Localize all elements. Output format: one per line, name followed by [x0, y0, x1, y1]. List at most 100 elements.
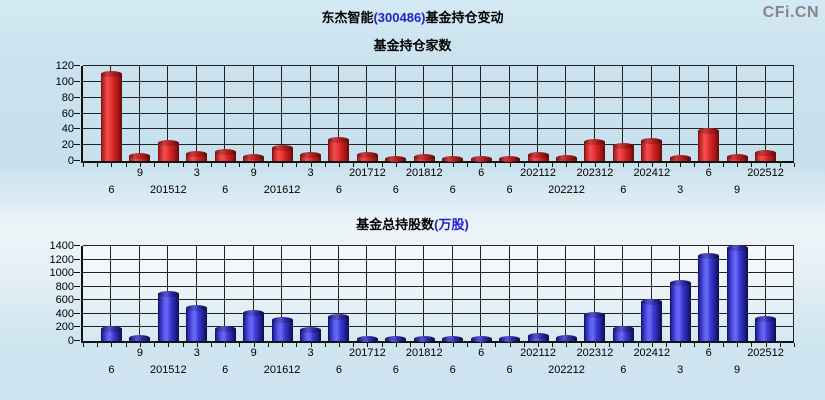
- gridline-h: [83, 128, 794, 130]
- x-tick-label: 3: [307, 347, 314, 359]
- bar-201703: [300, 330, 322, 341]
- x-axis-tick: [694, 163, 696, 167]
- x-tick-label: 6: [335, 364, 343, 376]
- bar-202312: [584, 315, 606, 341]
- x-axis-tick: [310, 163, 312, 167]
- x-axis-tick: [481, 343, 483, 347]
- y-tick-label: 100: [55, 75, 74, 88]
- x-axis-tick: [111, 343, 113, 347]
- y-axis-tick: [74, 312, 80, 314]
- x-axis-tick: [765, 343, 767, 347]
- x-tick-label: 9: [734, 364, 741, 376]
- x-tick-label: 201812: [405, 347, 443, 359]
- x-axis-tick: [196, 163, 198, 167]
- x-axis-tick: [609, 343, 611, 347]
- gridline-v: [622, 66, 624, 161]
- y-axis-tick: [74, 65, 80, 66]
- x-axis-tick: [438, 343, 440, 347]
- bar-201506: [100, 73, 122, 161]
- gridline-v: [565, 246, 567, 341]
- x-tick-label: 9: [250, 167, 257, 179]
- gridline-v: [508, 66, 510, 161]
- x-axis-tick: [452, 163, 454, 167]
- bar-201512: [157, 142, 179, 161]
- stock-name: 东杰智能: [321, 10, 374, 25]
- bar-201806: [385, 158, 407, 161]
- bar-202106: [499, 339, 521, 341]
- x-tick-label: 202212: [548, 184, 585, 196]
- x-axis-tick: [282, 343, 284, 347]
- x-tick-label: 202412: [633, 347, 671, 359]
- x-tick-label: 6: [506, 364, 513, 376]
- y-tick-label: 600: [55, 294, 74, 307]
- x-tick-label: 6: [392, 184, 399, 196]
- x-tick-label: 6: [449, 184, 456, 196]
- x-axis-tick: [381, 343, 383, 347]
- x-axis-tick: [296, 343, 298, 347]
- bar-201712: [356, 339, 378, 341]
- x-tick-label: 202312: [576, 347, 614, 359]
- bar-201603: [186, 153, 208, 161]
- x-axis-tick: [139, 163, 141, 167]
- y-axis-tick: [74, 340, 80, 341]
- gridline-v: [650, 246, 652, 341]
- x-axis-tick: [538, 163, 540, 167]
- y-tick-label: 20: [61, 139, 74, 152]
- y-axis-tick: [74, 258, 80, 260]
- bar-202412: [641, 301, 663, 341]
- x-axis-tick: [324, 343, 326, 347]
- gridline-v: [195, 246, 197, 341]
- x-axis-tick: [267, 343, 269, 347]
- x-tick-label: 202212: [548, 364, 585, 376]
- lower-chart-title: 基金总持股数(万股): [356, 217, 469, 232]
- x-axis-tick: [580, 163, 582, 167]
- gridline-v: [764, 66, 766, 161]
- bar-201612: [271, 147, 293, 161]
- gridline-v: [423, 246, 425, 341]
- gridline-v: [281, 66, 283, 161]
- x-axis-tick: [708, 343, 710, 347]
- bar-202506: [698, 130, 720, 161]
- x-axis-tick: [637, 343, 639, 347]
- x-axis-tick: [239, 163, 241, 167]
- x-axis-tick: [424, 163, 426, 167]
- x-axis-tick: [196, 343, 198, 347]
- x-axis-tick: [594, 343, 596, 347]
- x-axis-tick: [367, 343, 369, 347]
- x-axis-tick: [395, 163, 397, 167]
- y-tick-label: 40: [61, 123, 74, 136]
- x-tick-label: 201712: [349, 167, 386, 179]
- x-tick-label: 9: [734, 184, 741, 196]
- x-axis-tick: [509, 163, 511, 167]
- gridline-v: [736, 66, 738, 161]
- x-tick-label: 202512: [747, 167, 784, 179]
- bar-201506: [100, 329, 122, 341]
- x-axis-tick: [722, 163, 724, 167]
- x-tick-label: 202412: [633, 167, 671, 179]
- y-tick-label: 120: [55, 60, 74, 72]
- x-axis-tick: [97, 163, 99, 167]
- x-tick-label: 201512: [149, 184, 187, 196]
- x-axis-tick: [466, 343, 468, 347]
- bar-202406: [612, 145, 634, 161]
- y-axis-tick: [74, 96, 80, 98]
- y-axis-tick: [74, 160, 80, 161]
- x-axis-tick: [267, 163, 269, 167]
- x-axis-tick: [410, 343, 412, 347]
- gridline-v: [423, 66, 425, 161]
- y-axis-tick: [74, 285, 80, 287]
- gridline-h: [83, 96, 794, 98]
- bar-202412: [641, 141, 663, 161]
- gridline-v: [366, 246, 368, 341]
- x-axis-tick: [125, 163, 127, 167]
- bar-202503: [669, 282, 691, 341]
- x-axis-tick: [353, 163, 355, 167]
- x-tick-label: 3: [193, 167, 200, 179]
- x-axis-tick: [666, 163, 668, 167]
- x-axis-tick: [139, 343, 141, 347]
- x-axis-tick: [367, 163, 369, 167]
- x-axis-tick: [210, 343, 212, 347]
- bar-202106: [499, 158, 521, 161]
- x-tick-label: 6: [506, 184, 513, 196]
- x-axis-tick: [694, 343, 696, 347]
